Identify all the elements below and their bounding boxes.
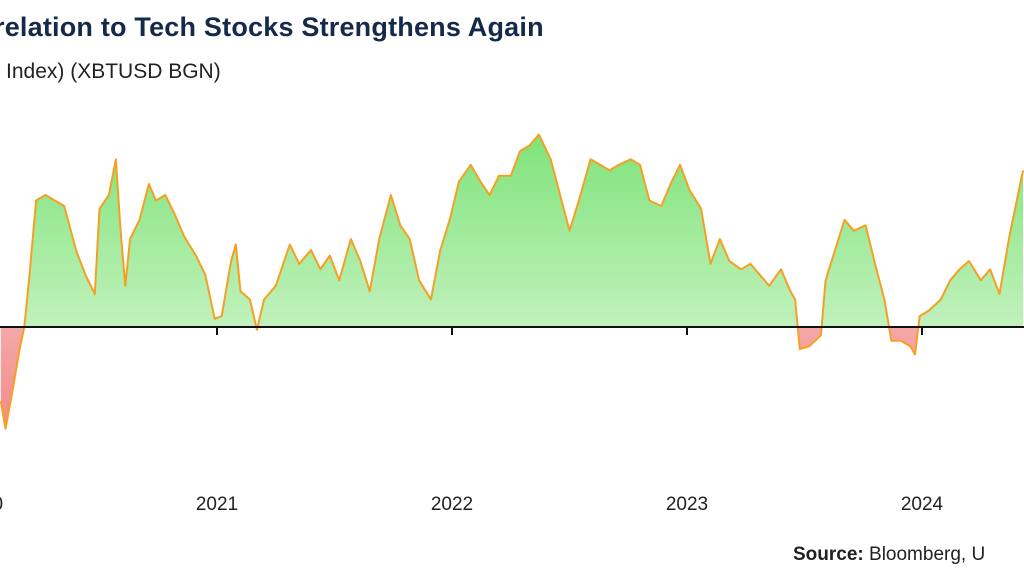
source-text: Bloomberg, U (869, 544, 986, 565)
chart-title: relation to Tech Stocks Strengthens Agai… (0, 12, 544, 42)
source-label: Source: (793, 544, 864, 565)
positive-area (0, 134, 1024, 327)
x-tick-label: 2021 (196, 494, 238, 515)
source-note: Source: Bloomberg, U (793, 544, 985, 566)
x-tick-label: 2023 (666, 494, 708, 515)
x-tick-label: 2020 (0, 494, 3, 515)
x-tick-label: 2022 (431, 494, 473, 515)
chart-subtitle: Index) (XBTUSD BGN) (6, 60, 221, 83)
series-line (0, 133, 1024, 430)
x-tick-label: 2024 (901, 494, 944, 515)
